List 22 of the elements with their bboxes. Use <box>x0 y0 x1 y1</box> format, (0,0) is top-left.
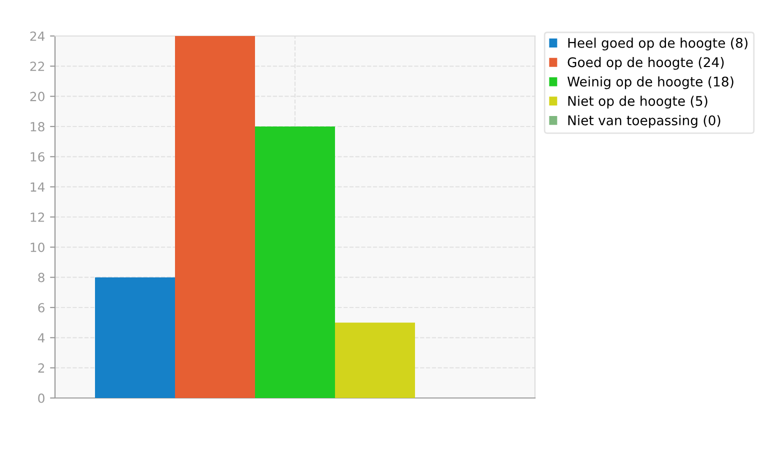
bar <box>175 36 255 398</box>
y-tick-label: 20 <box>30 92 44 102</box>
y-tick-label: 24 <box>30 31 45 41</box>
legend-label: Weinig op de hoogte (18) <box>567 76 734 90</box>
legend-label: Goed op de hoogte (24) <box>568 57 724 70</box>
bar <box>95 277 175 398</box>
y-tick-label: 4 <box>38 333 45 342</box>
y-tick-label: 16 <box>30 152 44 162</box>
y-tick-label: 10 <box>30 242 44 252</box>
y-tick-label: 22 <box>30 62 44 71</box>
y-tick-label: 0 <box>38 393 44 403</box>
bar <box>255 126 335 398</box>
y-tick-label: 18 <box>30 122 44 132</box>
legend-label: Niet van toepassing (0) <box>568 115 720 128</box>
bar <box>335 322 415 398</box>
legend-label: Niet op de hoogte (5) <box>568 96 708 109</box>
y-tick-label: 2 <box>38 363 44 373</box>
y-tick-label: 6 <box>38 302 44 312</box>
y-tick-label: 8 <box>38 272 44 282</box>
legend-label: Heel goed op de hoogte (8) <box>568 38 748 50</box>
y-tick-label: 12 <box>30 212 44 222</box>
y-tick-label: 14 <box>30 182 45 192</box>
